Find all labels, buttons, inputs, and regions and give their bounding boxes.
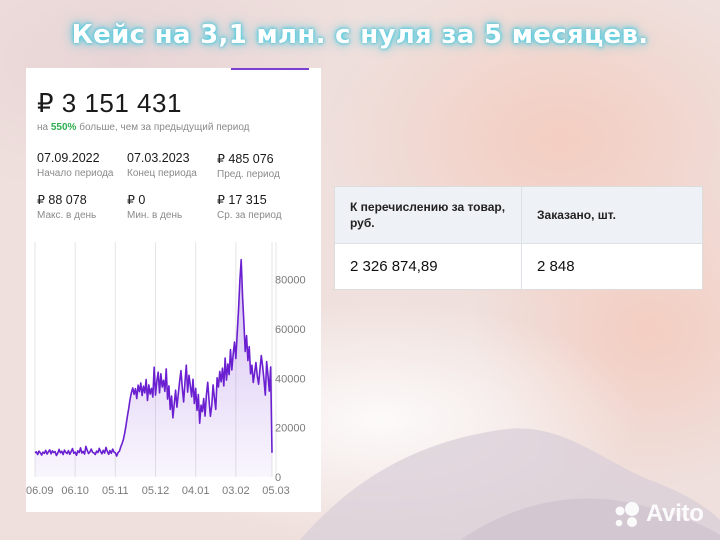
- page-headline: Кейс на 3,1 млн. с нуля за 5 месяцев.: [71, 20, 649, 50]
- stat-value: ₽ 17 315: [217, 193, 267, 207]
- cell-payout-value: 2 326 874,89: [350, 258, 438, 275]
- x-tick-label-0: 06.09: [26, 485, 54, 497]
- stat-label: Пред. период: [217, 169, 280, 180]
- revenue-area: [35, 259, 272, 477]
- stat-label: Ср. за период: [217, 210, 282, 221]
- total-amount: ₽ 3 151 431: [37, 88, 182, 118]
- comparison-percent: 550%: [50, 122, 77, 133]
- table-header: К перечислению за товар, руб. Заказано, …: [335, 187, 702, 244]
- x-tick-label-4: 04.01: [182, 485, 210, 497]
- sales-stats-card: ₽ 3 151 431 на 550% больше, чем за преды…: [26, 68, 321, 512]
- stat-period-start: 07.09.2022 Начало периода: [37, 151, 113, 179]
- column-header-ordered: Заказано, шт.: [537, 208, 616, 222]
- payout-summary-table: К перечислению за товар, руб. Заказано, …: [334, 186, 703, 290]
- revenue-line: [34, 258, 273, 457]
- avito-wordmark: Avito: [646, 500, 704, 527]
- y-tick-label-3: 60000: [275, 324, 306, 336]
- column-divider: [521, 187, 522, 289]
- y-tick-label-0: 0: [275, 472, 281, 484]
- y-tick-label-2: 40000: [275, 373, 306, 385]
- stat-value: ₽ 0: [127, 193, 146, 207]
- cell-ordered-value: 2 848: [537, 258, 575, 275]
- stat-value: ₽ 485 076: [217, 152, 274, 166]
- x-tick-label-2: 05.11: [102, 485, 129, 497]
- x-tick-label-1: 06.10: [61, 485, 89, 497]
- active-tab-indicator: [231, 68, 309, 70]
- comparison-prefix: на: [37, 122, 49, 133]
- x-tick-label-6: 05.03: [262, 485, 290, 497]
- stat-average: ₽ 17 315 Ср. за период: [217, 192, 282, 221]
- avito-watermark: Avito: [612, 498, 712, 530]
- y-tick-label-4: 80000: [275, 275, 306, 287]
- stat-max-per-day: ₽ 88 078 Макс. в день: [37, 192, 96, 221]
- stat-previous-period: ₽ 485 076 Пред. период: [217, 151, 280, 180]
- stat-value: ₽ 88 078: [37, 193, 87, 207]
- stat-value: 07.09.2022: [37, 151, 100, 165]
- stat-label: Мин. в день: [127, 210, 183, 221]
- comparison-suffix: больше, чем за предыдущий период: [79, 122, 250, 133]
- column-header-payout: К перечислению за товар, руб.: [350, 200, 506, 230]
- stat-min-per-day: ₽ 0 Мин. в день: [127, 192, 182, 221]
- x-tick-label-3: 05.12: [142, 485, 170, 497]
- x-tick-label-5: 03.02: [222, 485, 250, 497]
- stat-value: 07.03.2023: [127, 151, 190, 165]
- stat-label: Конец периода: [127, 168, 197, 179]
- y-tick-label-1: 20000: [275, 423, 306, 435]
- avito-logo-icon: [615, 502, 639, 527]
- stat-label: Макс. в день: [37, 210, 97, 221]
- revenue-chart: 0 20000 40000 60000 80000 06.09 06.10 05.11 05.1…: [26, 242, 306, 497]
- stat-label: Начало периода: [37, 168, 114, 179]
- stat-period-end: 07.03.2023 Конец периода: [127, 151, 197, 179]
- comparison-text: на 550% больше, чем за предыдущий период: [37, 122, 250, 133]
